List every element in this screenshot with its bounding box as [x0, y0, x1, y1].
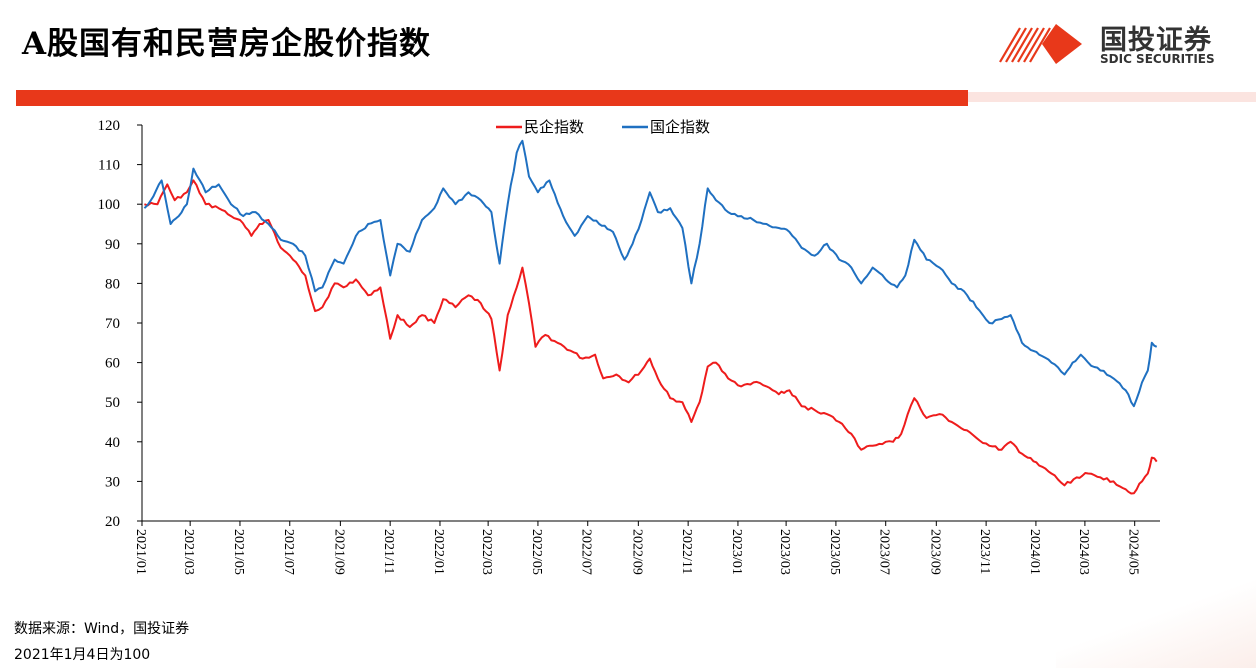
x-tick-label: 2024/03 [1076, 529, 1091, 575]
legend-label: 国企指数 [650, 118, 710, 136]
y-tick-label: 20 [105, 514, 120, 530]
y-tick-label: 50 [105, 395, 120, 411]
y-tick-label: 80 [105, 276, 120, 292]
x-tick-label: 2023/11 [977, 529, 992, 574]
x-tick-label: 2022/09 [629, 529, 644, 575]
y-tick-label: 100 [98, 197, 121, 213]
x-tick-label: 2022/11 [679, 529, 694, 574]
x-tick-label: 2022/05 [529, 529, 544, 575]
base-note: 2021年1月4日为100 [14, 647, 151, 663]
logo-name-cn: 国投证券 [1100, 25, 1212, 56]
index-line-chart: 20 30 40 50 60 70 80 90 100 110 120 2021/01 2021/03 2… [98, 118, 1160, 575]
page-title: A股国有和民营房企股价指数 [22, 26, 432, 62]
x-tick-label: 2023/03 [777, 529, 792, 575]
x-tick-label: 2023/01 [729, 529, 744, 575]
series-line-state [143, 139, 1158, 408]
x-tick-label: 2022/03 [479, 529, 494, 575]
x-tick-label: 2021/05 [231, 529, 246, 575]
x-tick-label: 2023/07 [877, 529, 892, 575]
x-tick-label: 2024/05 [1126, 529, 1141, 575]
y-tick-label: 120 [98, 118, 121, 134]
brand-logo: 国投证券 SDIC SECURITIES [994, 14, 1244, 76]
x-tick-label: 2023/09 [927, 529, 942, 575]
x-tick-label: 2021/09 [331, 529, 346, 575]
y-tick-label: 110 [98, 158, 120, 174]
title-divider-bar [16, 90, 968, 106]
sdic-logo-icon [999, 24, 1082, 64]
x-tick-label: 2021/11 [381, 529, 396, 574]
logo-name-en: SDIC SECURITIES [1100, 52, 1215, 66]
x-tick-label: 2021/07 [281, 529, 296, 575]
corner-decoration [1056, 578, 1256, 668]
data-source: 数据来源：Wind，国投证券 [14, 621, 190, 637]
x-tick-label: 2024/01 [1027, 529, 1042, 575]
y-tick-label: 90 [105, 237, 120, 253]
y-tick-label: 60 [105, 356, 120, 372]
series-line-private [144, 179, 1158, 495]
title-divider-accent [968, 92, 1256, 102]
x-tick-label: 2022/01 [431, 529, 446, 575]
x-tick-label: 2021/03 [181, 529, 196, 575]
legend-label: 民企指数 [524, 118, 584, 136]
x-tick-label: 2022/07 [579, 529, 594, 575]
x-tick-label: 2023/05 [827, 529, 842, 575]
y-tick-label: 70 [105, 316, 120, 332]
x-tick-label: 2021/01 [133, 529, 148, 575]
y-tick-label: 40 [105, 435, 120, 451]
y-tick-label: 30 [105, 474, 120, 490]
